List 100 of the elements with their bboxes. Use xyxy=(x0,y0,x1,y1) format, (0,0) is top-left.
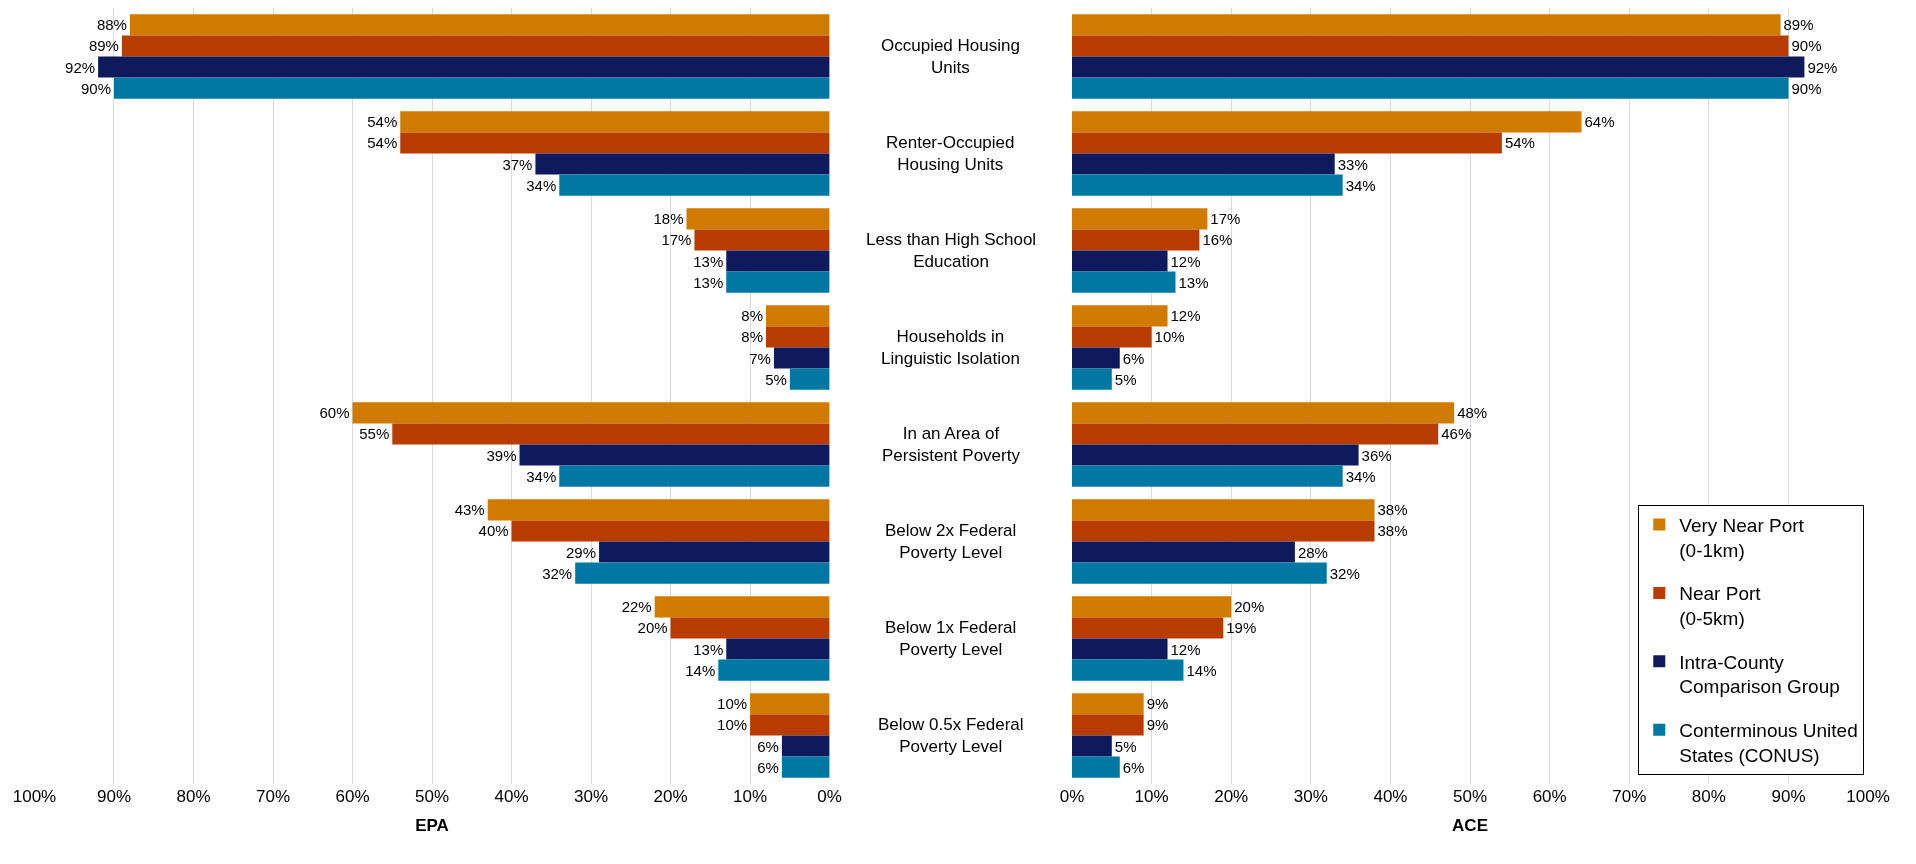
legend-label: Near Port (0-5km) xyxy=(1679,583,1762,630)
bar xyxy=(654,596,830,618)
bar xyxy=(114,77,830,99)
x-tick-label: 10% xyxy=(1134,787,1169,806)
data-label: 13% xyxy=(693,252,724,270)
data-label: 6% xyxy=(1122,349,1145,367)
bar xyxy=(1072,693,1144,715)
bar xyxy=(1072,499,1375,521)
data-label: 5% xyxy=(1114,370,1137,388)
bar xyxy=(575,562,830,584)
data-label: 29% xyxy=(566,543,597,561)
data-label: 8% xyxy=(741,328,764,346)
data-label: 12% xyxy=(1170,252,1201,270)
bar xyxy=(1072,250,1168,272)
x-tick-label: 60% xyxy=(1532,787,1567,806)
data-label: 89% xyxy=(1783,16,1814,34)
bar xyxy=(1072,562,1327,584)
legend-label: Conterminous United States (CONUS) xyxy=(1679,720,1858,766)
data-label: 60% xyxy=(319,404,350,422)
x-tick-label: 20% xyxy=(653,787,688,806)
bar xyxy=(750,714,830,736)
bar xyxy=(352,402,830,424)
bar xyxy=(1072,153,1335,175)
data-label: 64% xyxy=(1584,113,1615,131)
bar xyxy=(773,347,830,369)
data-label: 54% xyxy=(1504,134,1535,152)
data-label: 9% xyxy=(1146,716,1169,734)
data-label: 7% xyxy=(749,349,771,367)
data-label: 10% xyxy=(1154,328,1185,346)
data-label: 5% xyxy=(765,370,787,388)
bar xyxy=(789,368,830,390)
bar xyxy=(670,617,830,639)
data-label: 92% xyxy=(1807,58,1838,76)
data-label: 14% xyxy=(1186,661,1217,679)
bar xyxy=(1072,444,1359,466)
data-label: 10% xyxy=(717,716,748,734)
x-tick-label: 40% xyxy=(1373,787,1408,806)
data-label: 5% xyxy=(1114,737,1137,755)
data-label: 13% xyxy=(1178,273,1209,291)
x-tick-label: 90% xyxy=(96,787,132,806)
x-axis-title: EPA xyxy=(415,816,449,836)
data-label: 9% xyxy=(1146,695,1169,713)
bar xyxy=(487,499,830,521)
bar xyxy=(1072,229,1200,251)
data-label: 38% xyxy=(1377,522,1408,540)
bar xyxy=(400,111,830,133)
data-label: 6% xyxy=(757,737,779,755)
x-tick-label: 50% xyxy=(1453,787,1488,806)
legend-label: Intra-County Comparison Group xyxy=(1679,651,1840,698)
data-label: 28% xyxy=(1297,543,1328,561)
data-label: 39% xyxy=(486,446,517,464)
data-label: 34% xyxy=(1345,467,1376,485)
bar xyxy=(718,659,830,681)
bar xyxy=(1072,14,1781,36)
x-tick-label: 80% xyxy=(1691,787,1726,806)
data-label: 37% xyxy=(502,155,533,173)
legend-label: Very Near Port (0-1km) xyxy=(1679,514,1805,561)
x-tick-label: 40% xyxy=(494,787,529,806)
x-tick-label: 20% xyxy=(1214,787,1249,806)
data-label: 18% xyxy=(653,210,684,228)
data-label: 10% xyxy=(717,695,748,713)
bar xyxy=(511,520,830,542)
data-label: 36% xyxy=(1361,446,1392,464)
bar xyxy=(1072,659,1184,681)
x-tick-label: 70% xyxy=(256,787,291,806)
y-tick-label: Less than High School Education xyxy=(866,230,1037,272)
data-label: 22% xyxy=(621,598,652,616)
x-tick-label: 50% xyxy=(415,787,450,806)
bar xyxy=(1072,77,1789,99)
bar xyxy=(766,326,830,348)
data-label: 13% xyxy=(693,640,724,658)
data-label: 6% xyxy=(757,758,779,776)
y-tick-label: Renter-Occupied Housing Units xyxy=(886,133,1015,175)
bar xyxy=(1072,271,1176,293)
x-tick-label: 30% xyxy=(1293,787,1328,806)
bar xyxy=(726,638,830,660)
data-label: 19% xyxy=(1226,619,1257,637)
bar xyxy=(1072,35,1789,57)
x-tick-label: 70% xyxy=(1612,787,1647,806)
bar xyxy=(766,305,830,327)
data-label: 16% xyxy=(1202,231,1233,249)
x-tick-label: 10% xyxy=(733,787,768,806)
data-label: 54% xyxy=(367,134,398,152)
x-tick-label: 60% xyxy=(335,787,370,806)
bar xyxy=(599,541,830,563)
bar xyxy=(1072,208,1208,230)
bar xyxy=(98,56,830,78)
data-label: 46% xyxy=(1441,425,1472,443)
bar xyxy=(535,153,830,175)
data-label: 32% xyxy=(542,564,573,582)
bar xyxy=(1072,596,1232,618)
bar xyxy=(686,208,830,230)
bar xyxy=(1072,132,1502,154)
x-axis-title: ACE xyxy=(1452,816,1488,836)
bar xyxy=(1072,368,1112,390)
bar xyxy=(121,35,830,57)
x-tick-label: 80% xyxy=(176,787,211,806)
x-tick-label: 0% xyxy=(1059,787,1085,806)
bar xyxy=(1072,735,1112,757)
data-label: 55% xyxy=(359,425,390,443)
